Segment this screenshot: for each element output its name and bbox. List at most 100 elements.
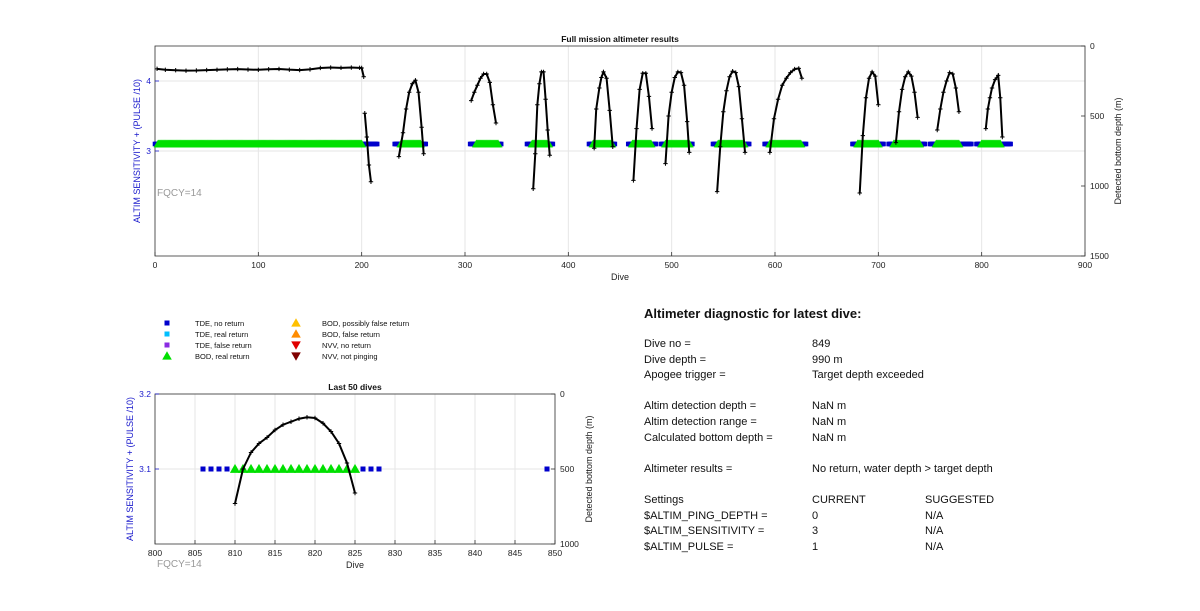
y-right-axis-label: Detected bottom depth (m) xyxy=(1113,97,1123,204)
dive-depth-label: Dive depth = xyxy=(644,353,707,366)
setting-name: $ALTIM_PULSE = xyxy=(644,540,734,553)
x-tick-label: 700 xyxy=(871,260,885,270)
x-tick-label: 835 xyxy=(428,548,442,558)
legend-label: BOD, false return xyxy=(322,330,380,339)
depth-marker xyxy=(173,68,178,73)
depth-marker xyxy=(985,106,991,112)
depth-marker xyxy=(730,69,735,74)
y-left-axis-label: ALTIM SENSITIVITY + (PULSE /10) xyxy=(125,397,135,541)
depth-marker xyxy=(876,102,881,107)
x-tick-label: 300 xyxy=(458,260,472,270)
depth-marker xyxy=(863,95,869,100)
current-header: CURRENT xyxy=(812,493,866,506)
depth-marker xyxy=(607,108,612,113)
x-axis-label: Dive xyxy=(611,272,629,282)
depth-marker xyxy=(493,120,499,126)
setting-suggested: N/A xyxy=(925,540,944,553)
depth-marker xyxy=(304,415,310,420)
x-tick-label: 845 xyxy=(508,548,522,558)
depth-marker xyxy=(987,95,993,100)
x-tick-label: 100 xyxy=(251,260,265,270)
tde-no-return-marker xyxy=(746,141,752,147)
depth-marker xyxy=(410,81,415,86)
depth-marker xyxy=(909,73,914,79)
apogee-row: Apogee trigger = Target depth exceeded xyxy=(644,368,1064,384)
depth-marker xyxy=(362,111,367,116)
tde-no-return-marker xyxy=(969,141,974,147)
depth-marker xyxy=(788,70,793,75)
setting-name: $ALTIM_PING_DEPTH = xyxy=(644,509,768,522)
legend-square-marker xyxy=(164,342,170,348)
apogee-value: Target depth exceeded xyxy=(812,369,924,382)
tde-no-return-marker xyxy=(881,141,886,147)
x-tick-label: 500 xyxy=(665,260,679,270)
legend-label: TDE, false return xyxy=(195,341,252,350)
depth-marker xyxy=(328,429,334,434)
x-tick-label: 600 xyxy=(768,260,782,270)
depth-marker xyxy=(361,74,366,79)
depth-marker xyxy=(857,190,862,196)
setting-current: 1 xyxy=(812,540,819,553)
y-right-tick-label: 0 xyxy=(560,389,565,399)
x-tick-label: 815 xyxy=(268,548,282,558)
depth-marker xyxy=(604,76,609,81)
depth-marker xyxy=(235,66,240,72)
y-right-tick-label: 1000 xyxy=(1090,181,1109,191)
depth-marker xyxy=(591,146,597,151)
depth-marker xyxy=(799,76,805,81)
depth-profile-line xyxy=(984,72,1004,138)
depth-marker xyxy=(684,119,690,124)
tde-no-return-marker xyxy=(376,466,382,472)
depth-profile-line xyxy=(858,69,880,194)
setting-suggested: N/A xyxy=(925,509,944,522)
depth-marker xyxy=(935,127,940,133)
x-tick-label: 825 xyxy=(348,548,362,558)
bod-real-return-marker xyxy=(646,139,656,148)
tde-no-return-marker xyxy=(544,466,550,472)
depth-marker xyxy=(714,189,720,194)
depth-marker xyxy=(796,66,801,71)
depth-marker xyxy=(899,87,905,92)
altim-depth-value: NaN m xyxy=(812,400,847,413)
altim-range-row: Altim detection range = NaN m xyxy=(644,415,1064,431)
calc-bottom-row: Calculated bottom depth = NaN m xyxy=(644,431,1064,447)
y-right-tick-label: 500 xyxy=(560,464,574,474)
depth-marker xyxy=(727,74,732,79)
depth-marker xyxy=(344,460,350,466)
altim-depth-row: Altim detection depth = NaN m xyxy=(644,399,1064,415)
depth-marker xyxy=(666,113,671,119)
depth-marker xyxy=(541,69,546,75)
depth-marker xyxy=(240,466,246,472)
depth-marker xyxy=(276,66,282,72)
calc-bottom-label: Calculated bottom depth = xyxy=(644,431,773,444)
depth-marker xyxy=(248,450,254,455)
depth-marker xyxy=(256,67,261,72)
bod-real-return-marker xyxy=(325,463,337,473)
depth-marker xyxy=(739,116,745,121)
depth-marker xyxy=(368,179,374,184)
y-right-tick-label: 0 xyxy=(1090,41,1095,51)
depth-marker xyxy=(771,116,777,121)
x-tick-label: 840 xyxy=(468,548,482,558)
altim-range-label: Altim detection range = xyxy=(644,415,757,428)
depth-marker xyxy=(893,140,899,145)
x-tick-label: 810 xyxy=(228,548,242,558)
depth-marker xyxy=(396,154,402,159)
legend-label: TDE, real return xyxy=(195,330,248,339)
depth-marker xyxy=(610,144,615,149)
tde-no-return-marker xyxy=(653,141,659,147)
depth-marker xyxy=(634,126,639,131)
depth-marker xyxy=(599,75,604,80)
depth-marker xyxy=(490,102,496,107)
depth-marker xyxy=(983,126,988,131)
depth-marker xyxy=(487,80,492,85)
tde-no-return-marker xyxy=(1008,141,1013,147)
depth-marker xyxy=(944,78,949,84)
depth-marker xyxy=(912,90,917,95)
depth-marker xyxy=(531,186,536,191)
depth-marker xyxy=(204,67,209,73)
depth-marker xyxy=(736,84,742,89)
depth-marker xyxy=(953,85,959,91)
depth-marker xyxy=(297,67,302,73)
